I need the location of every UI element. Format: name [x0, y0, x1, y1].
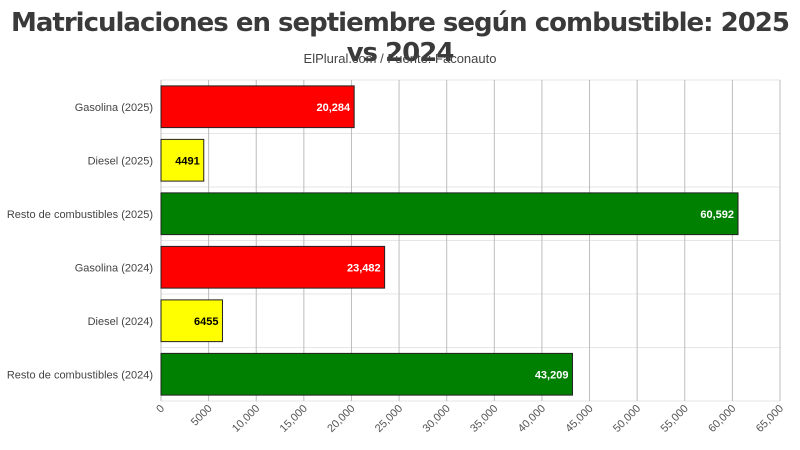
x-tick-label: 15,000	[278, 403, 310, 435]
x-tick-label: 10,000	[230, 403, 262, 435]
chart-title: Matriculaciones en septiembre según comb…	[11, 8, 790, 68]
bar	[160, 138, 205, 182]
x-tick-label: 5000	[189, 403, 215, 429]
x-tick-label: 0	[154, 403, 167, 416]
value-label: 20,284	[317, 102, 352, 114]
x-tick-label: 25,000	[373, 403, 405, 435]
category-label: Resto de combustibles (2024)	[7, 369, 153, 381]
x-tick-label: 50,000	[611, 403, 643, 435]
bar	[160, 352, 573, 396]
chart-subtitle: ElPlural.com / Fuente: Faconauto	[303, 51, 497, 66]
x-tick-label: 20,000	[325, 403, 357, 435]
value-label: 60,592	[700, 209, 734, 221]
value-label: 6455	[194, 316, 218, 328]
x-tick-label: 55,000	[659, 403, 691, 435]
category-label: Resto de combustibles (2025)	[7, 209, 153, 221]
x-tick-label: 35,000	[468, 403, 500, 435]
category-label: Gasolina (2025)	[75, 102, 153, 114]
value-label: 43,209	[535, 369, 569, 381]
x-tick-label: 60,000	[706, 403, 738, 435]
category-label: Gasolina (2024)	[75, 262, 153, 274]
bar	[160, 192, 739, 236]
bar	[160, 245, 386, 289]
x-tick-label: 30,000	[421, 403, 453, 435]
x-tick-label: 40,000	[516, 403, 548, 435]
bar	[160, 299, 223, 343]
x-tick-label: 45,000	[563, 403, 595, 435]
category-label: Diesel (2025)	[88, 155, 153, 167]
value-label: 23,482	[347, 262, 381, 274]
value-label: 4491	[175, 155, 199, 167]
bar	[160, 85, 355, 129]
category-label: Diesel (2024)	[88, 316, 153, 328]
x-tick-label: 65,000	[754, 403, 786, 435]
